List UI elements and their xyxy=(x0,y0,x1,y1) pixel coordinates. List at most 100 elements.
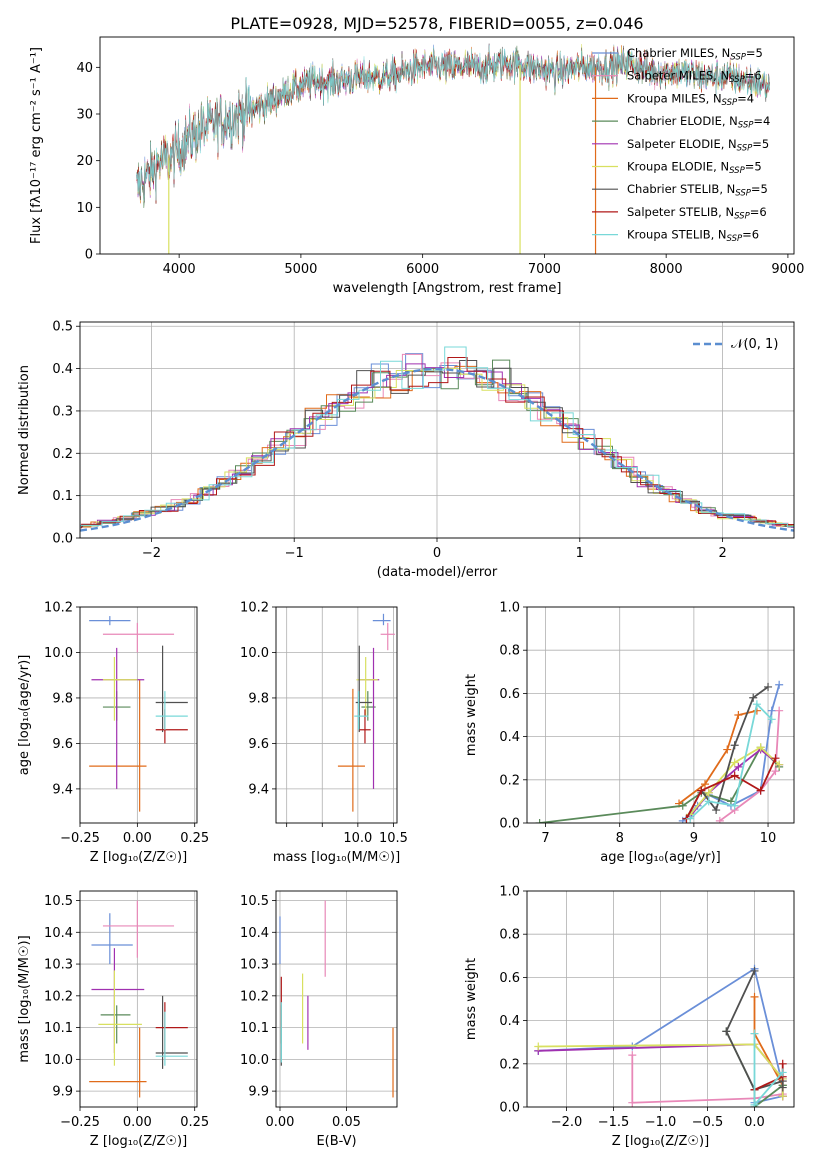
grid-mass-vs-Z xyxy=(79,891,197,1107)
point-salpeter-stelib xyxy=(359,709,371,744)
weight-marker xyxy=(775,680,784,689)
spectrum-line-kroupa-stelib xyxy=(136,45,770,201)
x-axis-label: Z [log₁₀(Z/Z☉)] xyxy=(90,1134,187,1149)
y-tick-label: 10.0 xyxy=(44,646,73,661)
legend-subscript: SSP xyxy=(737,143,753,153)
x-axis-label: (data-model)/error xyxy=(377,565,498,580)
x-tick-label: −0.5 xyxy=(692,1115,724,1130)
y-tick-label: 0.2 xyxy=(52,447,73,462)
x-tick-label: 10.0 xyxy=(343,831,372,846)
y-tick-label: 10.2 xyxy=(240,601,269,616)
weight-marker xyxy=(701,780,709,789)
y-axis-label: age [log₁₀(age/yr)] xyxy=(17,655,32,776)
point-salpeter-stelib xyxy=(155,709,188,744)
weight-marker xyxy=(749,693,758,702)
y-tick-label: 10.2 xyxy=(44,989,73,1004)
x-tick-label: 9 xyxy=(690,831,698,846)
point-chabrier-stelib xyxy=(155,995,188,1069)
y-tick-label: 20 xyxy=(76,154,93,169)
axes-frame xyxy=(526,606,795,824)
weight-marker xyxy=(730,758,739,767)
weight-line-kroupa-miles xyxy=(753,996,784,1097)
legend-count: =4 xyxy=(737,91,754,105)
plot-area-weight-vs-Z xyxy=(534,964,787,1107)
histogram-chabrier-stelib xyxy=(80,360,794,528)
x-tick-label: −1.5 xyxy=(598,1115,630,1130)
y-tick-label: 1.0 xyxy=(499,601,520,616)
plot-area-mass-vs-Z xyxy=(89,900,188,1098)
point-chabrier-miles xyxy=(89,616,131,626)
plot-area-age-vs-mass xyxy=(337,613,395,812)
y-tick-label: 30 xyxy=(76,108,93,123)
weight-marker xyxy=(730,771,739,780)
weight-marker xyxy=(722,1027,731,1036)
weight-marker xyxy=(678,801,687,810)
y-tick-label: 0.6 xyxy=(499,971,520,986)
legend-subscript: SSP xyxy=(722,98,738,108)
axes-frame xyxy=(275,606,398,824)
grid-mass-vs-EBV xyxy=(276,891,397,1107)
x-tick-label: 0.00 xyxy=(123,831,152,846)
legend-entry-salpeter-stelib: Salpeter STELIB, NSSP=6 xyxy=(627,205,767,222)
weight-marker xyxy=(750,966,759,975)
x-axis-label: age [log₁₀(age/yr)] xyxy=(600,850,721,865)
axes-mass-vs-EBV: 9.9 10.0 10.1 10.2 10.3 10.4 10.5 0.00 0.05 E(B-V… xyxy=(240,890,398,1149)
point-kroupa-stelib xyxy=(155,1011,188,1066)
y-tick-label: 0.4 xyxy=(499,730,520,745)
x-tick-label: 9000 xyxy=(771,262,804,277)
y-tick-label: 9.4 xyxy=(248,782,269,797)
legend-entry-chabrier-elodie: Chabrier ELODIE, NSSP=4 xyxy=(627,114,770,131)
axes-spectrum: 0 10 20 30 40 4000 5000 6000 7000 8000 9000 wavelen… xyxy=(29,36,804,296)
weight-marker xyxy=(628,1042,637,1051)
point-kroupa-miles xyxy=(89,679,147,812)
x-axis-label: Z [log₁₀(Z/Z☉)] xyxy=(90,850,187,865)
legend-entry-gaussian: 𝒩(0, 1) xyxy=(731,337,778,352)
legend-count: =6 xyxy=(742,228,759,242)
y-axis-label: Normed distribution xyxy=(17,365,32,495)
x-tick-label: 0.25 xyxy=(180,831,209,846)
y-tick-label: 10.0 xyxy=(240,646,269,661)
y-tick-label: 0.4 xyxy=(499,1014,520,1029)
legend-count: =6 xyxy=(745,69,762,83)
legend-count: =5 xyxy=(746,46,763,60)
plot-area-residuals xyxy=(80,346,794,532)
weight-marker xyxy=(771,754,780,763)
x-tick-label: −1 xyxy=(285,546,304,561)
axes-weight-vs-age: 0.0 0.2 0.4 0.6 0.8 1.0 7 8 9 10 age [log₁₀(age/yr… xyxy=(464,601,795,865)
histogram-kroupa-miles xyxy=(80,365,794,528)
point-kroupa-elodie xyxy=(98,970,142,1066)
y-tick-label: 10.5 xyxy=(240,894,269,909)
point-salpeter-elodie xyxy=(357,647,380,789)
weight-marker xyxy=(771,767,780,776)
weight-marker xyxy=(778,1068,787,1077)
y-tick-label: 40 xyxy=(76,61,93,76)
point-salpeter-stelib xyxy=(155,1002,188,1053)
grid-age-vs-Z xyxy=(79,606,197,823)
axes-frame xyxy=(79,606,198,824)
spectrum-legend: Chabrier MILES, NSSP=5 Salpeter MILES, NS… xyxy=(592,46,770,244)
weight-marker xyxy=(775,760,784,769)
legend-subscript: SSP xyxy=(738,121,754,131)
x-tick-label: 8 xyxy=(616,831,624,846)
legend-count: =5 xyxy=(745,160,762,174)
y-tick-label: 10.2 xyxy=(44,601,73,616)
weight-marker xyxy=(734,711,743,719)
x-tick-label: 0.0 xyxy=(744,1115,765,1130)
y-tick-label: 10 xyxy=(76,201,93,216)
y-tick-label: 0.8 xyxy=(499,928,520,943)
weight-marker xyxy=(704,797,713,806)
y-axis-label: mass weight xyxy=(464,958,479,1040)
x-tick-label: 1 xyxy=(576,546,584,561)
legend-count: =5 xyxy=(752,137,769,151)
point-salpeter-elodie xyxy=(91,647,145,789)
x-tick-label: −0.25 xyxy=(60,831,100,846)
histogram-chabrier-elodie xyxy=(80,359,794,528)
x-tick-label: 0.05 xyxy=(332,1115,361,1130)
y-tick-label: 9.6 xyxy=(248,737,269,752)
legend-count: =5 xyxy=(751,182,768,196)
x-tick-label: 5000 xyxy=(284,262,317,277)
legend-entry-salpeter-miles: Salpeter MILES, NSSP=6 xyxy=(627,69,762,86)
y-axis-label: Flux [fλ10⁻¹⁷ erg cm⁻² s⁻¹ A⁻¹] xyxy=(29,47,44,244)
weight-marker xyxy=(767,706,776,715)
